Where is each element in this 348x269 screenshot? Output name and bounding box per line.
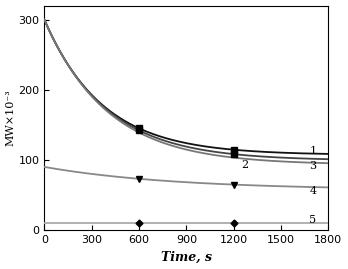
- X-axis label: Time, s: Time, s: [161, 250, 212, 263]
- Text: 3: 3: [309, 161, 317, 171]
- Text: 5: 5: [309, 215, 317, 225]
- Y-axis label: MW×10⁻³: MW×10⁻³: [6, 89, 16, 146]
- Text: 1: 1: [309, 146, 317, 157]
- Text: 4: 4: [309, 186, 317, 196]
- Text: 2: 2: [242, 160, 249, 170]
